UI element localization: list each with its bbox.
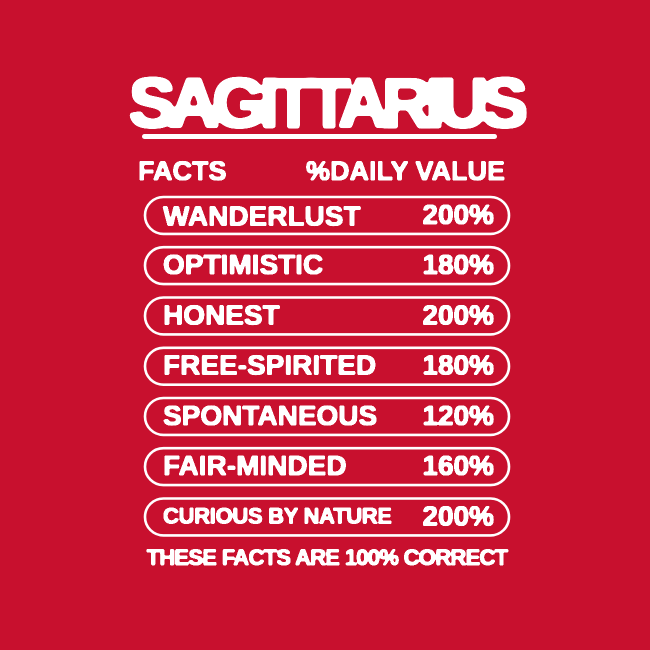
svg-text:180%: 180% <box>422 249 494 280</box>
svg-text:200%: 200% <box>422 299 494 330</box>
svg-text:FREE-SPIRITED: FREE-SPIRITED <box>163 350 376 381</box>
svg-text:FAIR-MINDED: FAIR-MINDED <box>163 450 347 481</box>
svg-text:200%: 200% <box>422 501 494 532</box>
svg-text:%DAILY VALUE: %DAILY VALUE <box>306 156 505 186</box>
svg-text:OPTIMISTIC: OPTIMISTIC <box>163 249 323 280</box>
svg-text:WANDERLUST: WANDERLUST <box>163 201 361 232</box>
svg-text:160%: 160% <box>422 450 494 481</box>
svg-text:120%: 120% <box>422 400 494 431</box>
svg-text:SAGITTARIUS: SAGITTARIUS <box>129 64 526 142</box>
svg-text:HONEST: HONEST <box>163 299 280 330</box>
svg-text:FACTS: FACTS <box>138 156 227 186</box>
svg-text:SPONTANEOUS: SPONTANEOUS <box>163 400 377 431</box>
svg-text:200%: 200% <box>422 199 494 230</box>
svg-text:CURIOUS BY NATURE: CURIOUS BY NATURE <box>163 504 392 529</box>
svg-text:THESE FACTS ARE 100% CORRECT: THESE FACTS ARE 100% CORRECT <box>147 545 509 570</box>
svg-text:180%: 180% <box>422 350 494 381</box>
